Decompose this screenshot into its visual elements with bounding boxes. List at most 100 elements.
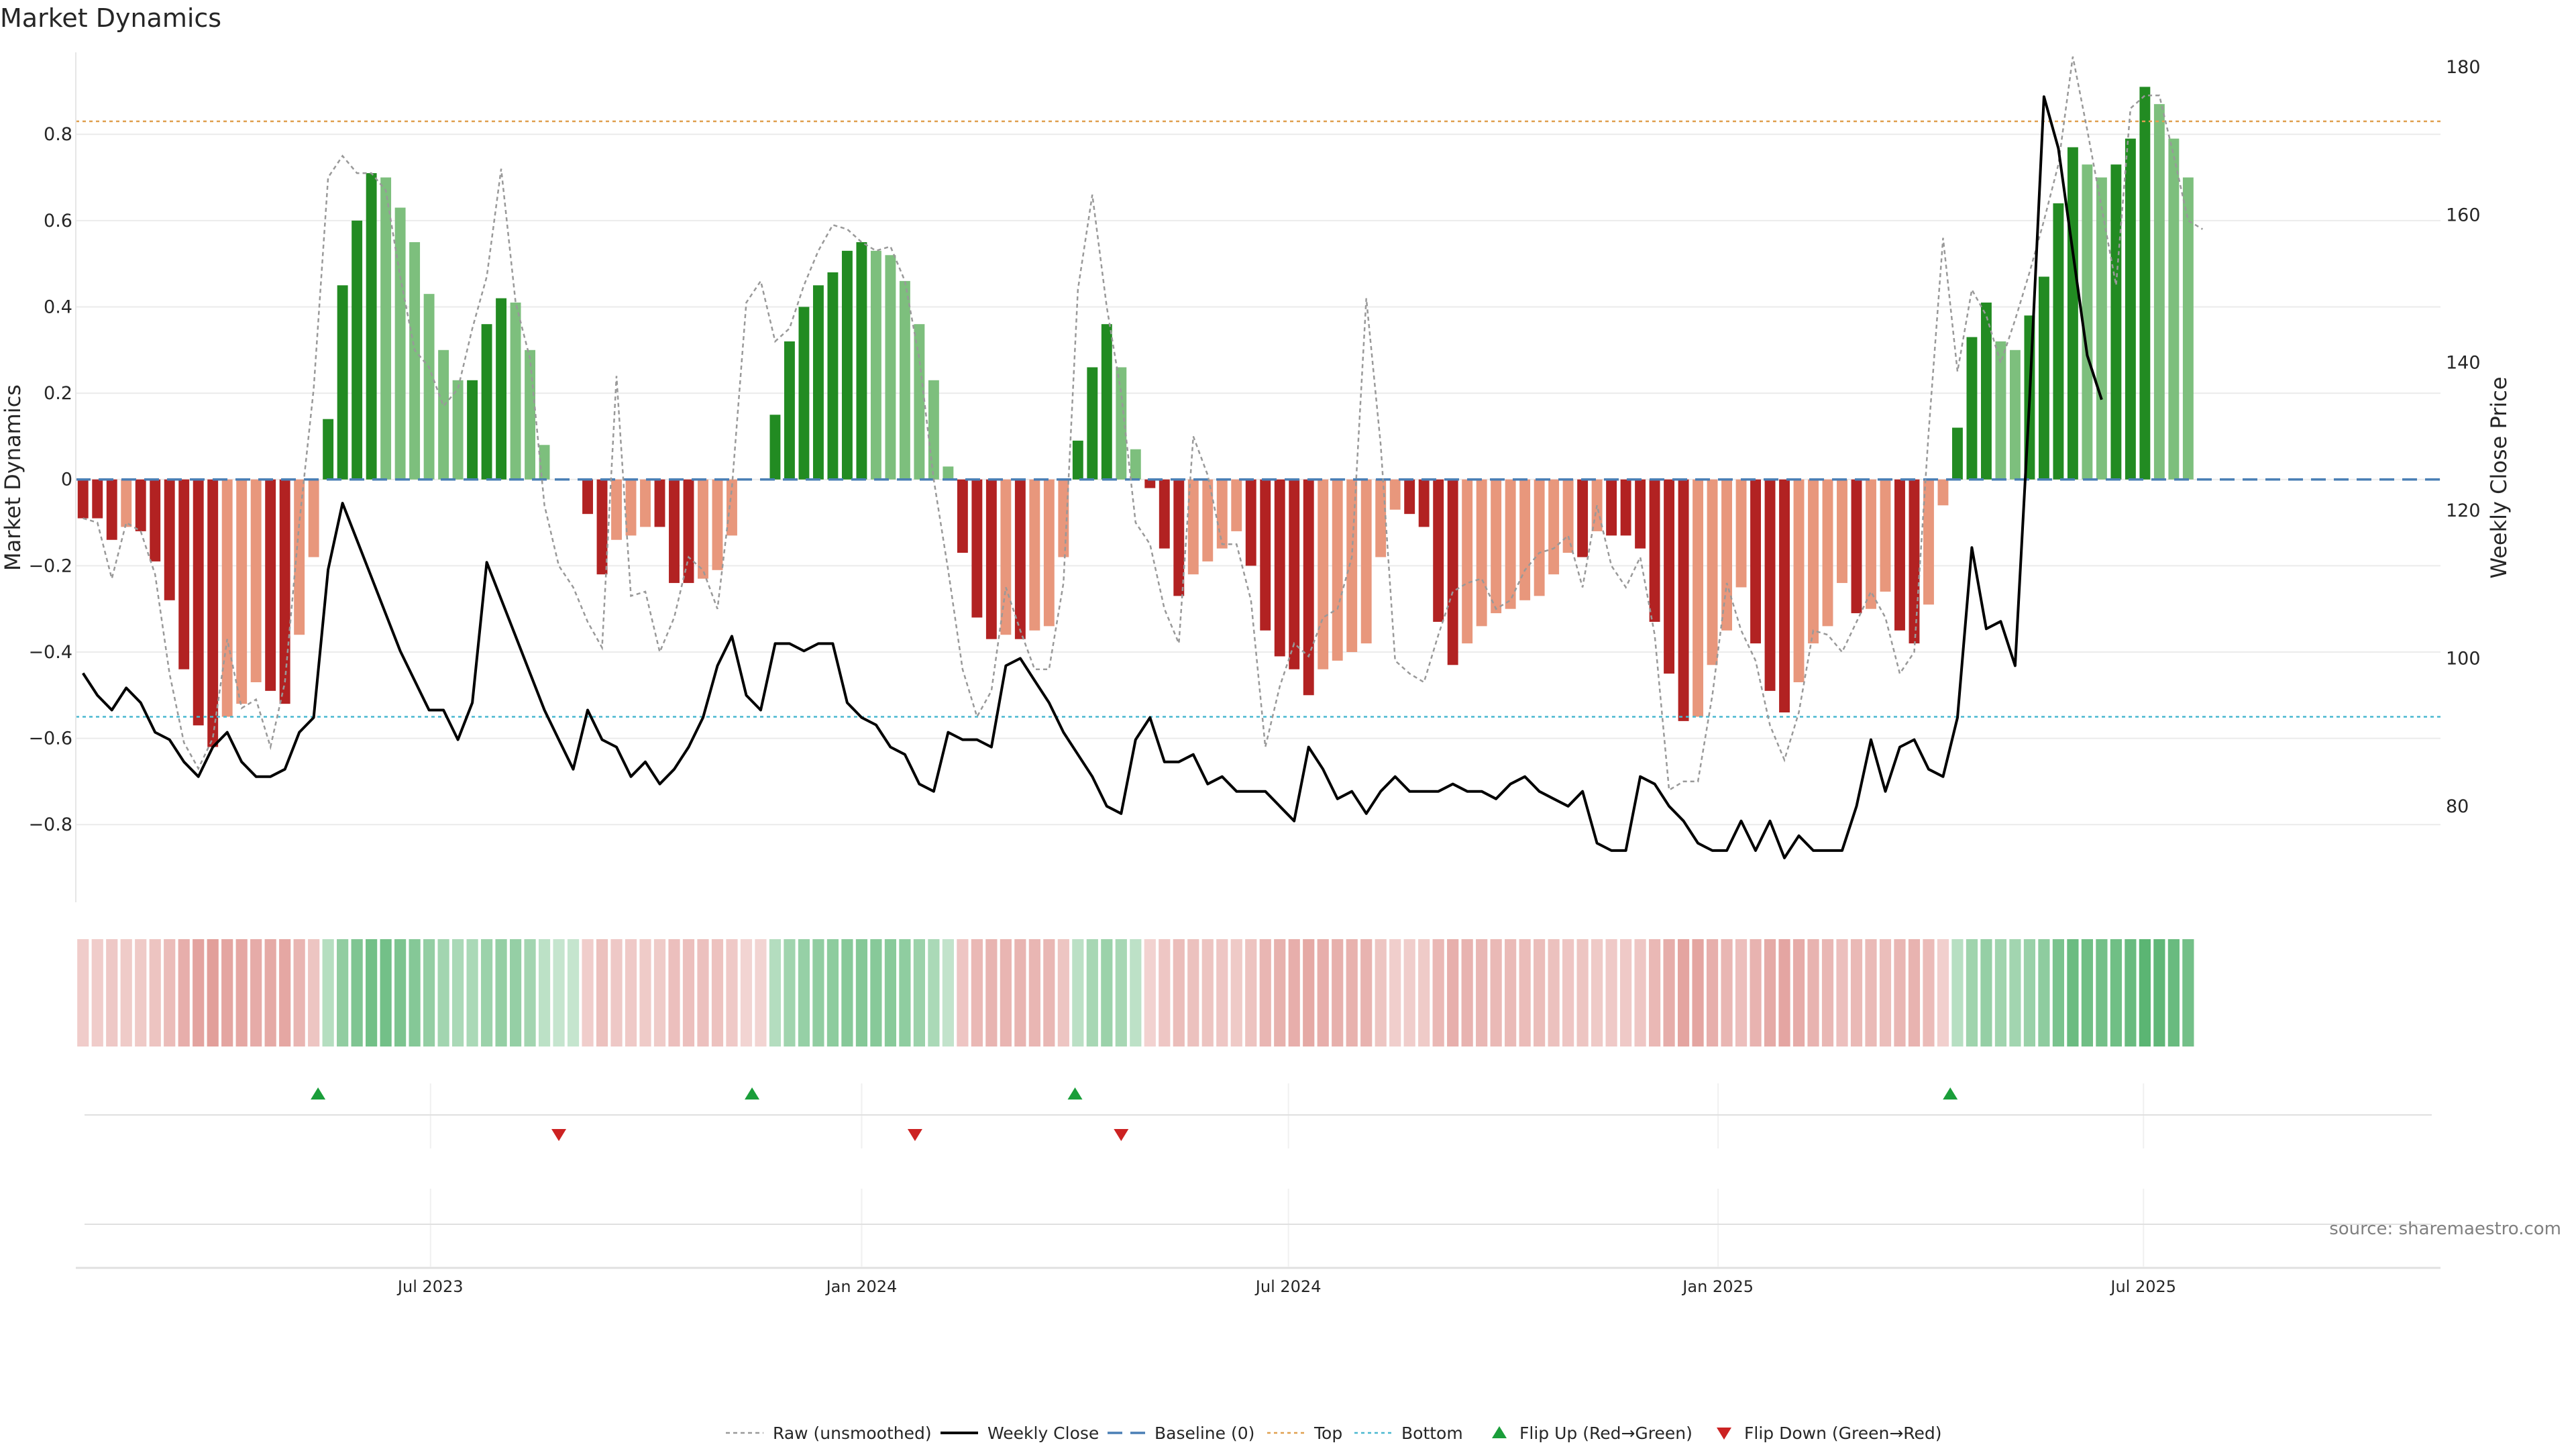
dynamics-bar-145 <box>2168 138 2180 480</box>
heat-strip-cell-36 <box>596 939 608 1046</box>
dynamics-bar-51 <box>812 285 824 480</box>
legend-label-6: Flip Down (Green→Red) <box>1744 1424 1942 1443</box>
dynamics-bar-31 <box>525 350 536 480</box>
heat-strip-cell-69 <box>1072 939 1084 1046</box>
heat-strip-cell-75 <box>1159 939 1171 1046</box>
dynamics-bar-0 <box>77 479 89 519</box>
dynamics-bar-32 <box>539 445 550 480</box>
flip-up-marker-1 <box>745 1087 760 1099</box>
dynamics-bar-20 <box>366 173 377 480</box>
dynamics-bar-134 <box>2009 350 2021 480</box>
heat-strip-cell-35 <box>582 939 594 1046</box>
dynamics-bar-80 <box>1231 479 1242 531</box>
dynamics-bar-95 <box>1447 479 1458 665</box>
dynamics-bar-45 <box>727 479 737 536</box>
heat-strip-cell-9 <box>207 939 219 1046</box>
legend-label-2: Baseline (0) <box>1155 1424 1254 1443</box>
dynamics-bar-88 <box>1346 479 1358 652</box>
heat-strip-cell-55 <box>870 939 882 1046</box>
heat-strip-cell-28 <box>480 939 493 1046</box>
dynamics-bar-132 <box>1980 303 1992 480</box>
heat-strip-cell-101 <box>1534 939 1546 1046</box>
heat-strip-cell-121 <box>1821 939 1834 1046</box>
left-tick-label-6: 0.4 <box>44 297 72 317</box>
legend-swatch-6 <box>1717 1428 1731 1440</box>
dynamics-bar-72 <box>1116 367 1127 480</box>
heat-strip-cell-60 <box>942 939 954 1046</box>
heat-strip-cell-30 <box>509 939 522 1046</box>
heat-strip-cell-53 <box>841 939 853 1046</box>
heat-strip-cell-63 <box>985 939 998 1046</box>
left-tick-label-5: 0.2 <box>44 383 72 404</box>
heat-strip-cell-111 <box>1677 939 1690 1046</box>
heat-strip-cell-142 <box>2125 939 2137 1046</box>
flip-down-marker-2 <box>1114 1129 1129 1141</box>
heat-strip-cell-47 <box>755 939 767 1046</box>
left-tick-label-8: 0.8 <box>44 124 72 145</box>
heat-strip-cell-46 <box>740 939 753 1046</box>
dynamics-bar-40 <box>654 479 665 527</box>
heat-strip-cell-0 <box>77 939 89 1046</box>
heat-strip-cell-135 <box>2023 939 2036 1046</box>
dynamics-bar-97 <box>1476 479 1487 627</box>
heat-strip-cell-119 <box>1792 939 1805 1046</box>
heat-strip-cell-106 <box>1605 939 1617 1046</box>
dynamics-bar-124 <box>1866 479 1876 609</box>
dynamics-bar-71 <box>1101 324 1112 480</box>
series-lines <box>82 56 2204 859</box>
heat-strip-cell-107 <box>1619 939 1632 1046</box>
dynamics-bar-113 <box>1707 479 1718 665</box>
raw-unsmoothed-line <box>83 56 2204 792</box>
heat-strip-cell-77 <box>1187 939 1199 1046</box>
heat-strip-cell-85 <box>1303 939 1315 1046</box>
heat-strip-cell-44 <box>711 939 724 1046</box>
left-tick-label-4: 0 <box>61 470 72 490</box>
dynamics-bar-138 <box>2067 147 2078 480</box>
heat-strip-cell-116 <box>1750 939 1762 1046</box>
heat-strip-cell-104 <box>1576 939 1589 1046</box>
heat-strip-cell-14 <box>279 939 291 1046</box>
right-tick-label-0: 80 <box>2446 796 2469 817</box>
dynamics-bar-27 <box>467 380 478 480</box>
dynamics-bar-81 <box>1245 479 1256 566</box>
dynamics-bar-48 <box>769 415 781 480</box>
dynamics-bar-84 <box>1289 479 1300 669</box>
dynamics-bar-117 <box>1764 479 1776 691</box>
heat-strip-cell-45 <box>726 939 738 1046</box>
heat-strip-cell-18 <box>337 939 349 1046</box>
dynamics-bar-21 <box>380 177 392 480</box>
heat-strip-cell-126 <box>1894 939 1906 1046</box>
dynamics-bar-73 <box>1130 449 1141 480</box>
dynamics-bar-5 <box>150 479 161 561</box>
dynamics-bar-43 <box>698 479 708 579</box>
left-tick-label-1: −0.6 <box>28 729 72 749</box>
time-tick-label-4: Jul 2025 <box>2109 1277 2176 1296</box>
right-axis-ticks: 80 100 120 140 160 180 <box>2446 57 2481 817</box>
dynamics-bar-36 <box>596 479 608 575</box>
dynamics-bar-60 <box>943 466 954 480</box>
heat-strip-cell-145 <box>2167 939 2180 1046</box>
heat-strip-cell-38 <box>625 939 637 1046</box>
dynamics-bar-24 <box>423 294 435 480</box>
dynamics-bar-119 <box>1793 479 1805 682</box>
dynamics-bar-22 <box>394 207 406 480</box>
dynamics-bar-100 <box>1519 479 1531 600</box>
heat-strip-cell-20 <box>366 939 378 1046</box>
left-tick-label-3: −0.2 <box>28 555 72 576</box>
dynamics-bar-37 <box>611 479 622 540</box>
heat-strip-cell-58 <box>913 939 925 1046</box>
dynamics-bar-6 <box>164 479 175 600</box>
dynamics-bar-115 <box>1735 479 1747 588</box>
heat-strip-cell-141 <box>2110 939 2122 1046</box>
legend-label-3: Top <box>1313 1424 1342 1443</box>
dynamics-bar-106 <box>1606 479 1617 536</box>
heat-strip-cell-129 <box>1937 939 1949 1046</box>
dynamics-bar-65 <box>1014 479 1026 639</box>
dynamics-bar-126 <box>1894 479 1905 631</box>
flip-panel-gridlines <box>85 1083 2432 1267</box>
heat-strip-cell-133 <box>1994 939 2007 1046</box>
flip-up-marker-2 <box>1067 1087 1083 1099</box>
heat-strip-cell-112 <box>1692 939 1704 1046</box>
dynamics-bar-64 <box>1000 479 1012 635</box>
legend-label-4: Bottom <box>1401 1424 1463 1443</box>
